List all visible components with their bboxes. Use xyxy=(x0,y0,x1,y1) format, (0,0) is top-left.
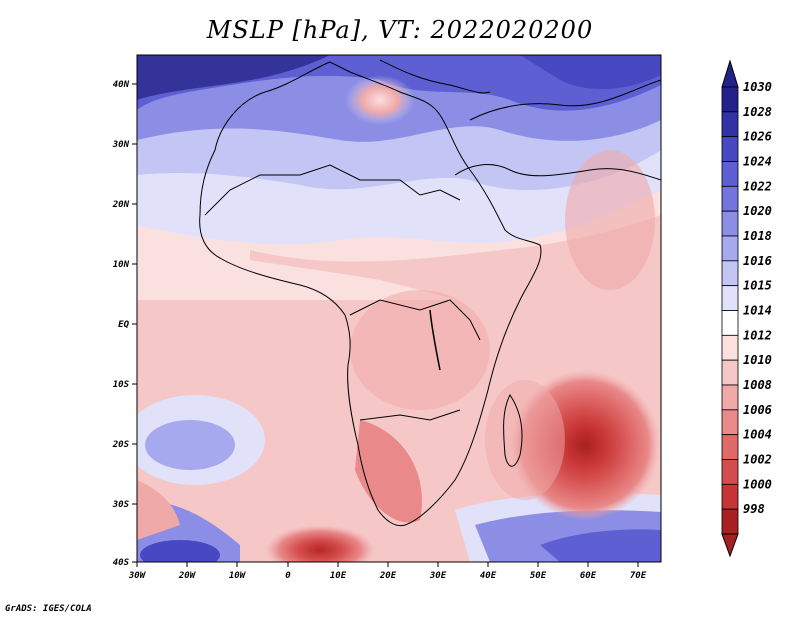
lat-tick-label: EQ xyxy=(118,320,129,330)
colorbar-swatch xyxy=(721,285,739,311)
colorbar-label: 1004 xyxy=(743,428,772,442)
coastlines xyxy=(199,59,661,527)
colorbar-swatch xyxy=(721,359,739,386)
colorbar-label: 1008 xyxy=(743,378,772,392)
colorbar-label: 1015 xyxy=(743,279,772,293)
colorbar-label: 1002 xyxy=(743,453,772,467)
colorbar-swatch xyxy=(721,210,739,237)
lat-tick-label: 40S xyxy=(113,558,130,568)
colorbar-label: 1028 xyxy=(743,105,772,119)
colorbar-label: 1024 xyxy=(743,155,772,169)
colorbar-swatch xyxy=(721,434,739,460)
colorbar-label: 1014 xyxy=(743,304,772,318)
map-frame xyxy=(136,54,662,563)
colorbar-swatch xyxy=(721,384,739,411)
colorbar-swatch xyxy=(721,235,739,262)
colorbar-swatch xyxy=(721,161,739,187)
colorbar-label: 1020 xyxy=(743,204,772,218)
colorbar-label: 1016 xyxy=(743,254,772,268)
lon-tick-label: 50E xyxy=(530,571,547,581)
madagascar-outline xyxy=(503,394,523,467)
lon-tick-label: 60E xyxy=(580,571,597,581)
colorbar-label: 1018 xyxy=(743,229,772,243)
colorbar-swatch xyxy=(721,334,739,361)
colorbar-label: 1026 xyxy=(743,130,772,144)
lat-tick-label: 10N xyxy=(113,260,130,270)
colorbar-swatch xyxy=(721,459,739,485)
colorbar-swatch xyxy=(721,111,739,138)
colorbar-label: 1000 xyxy=(743,477,772,491)
lon-tick-label: 0 xyxy=(285,571,291,581)
lon-tick-label: 10E xyxy=(330,571,347,581)
colorbar-swatch xyxy=(721,136,739,162)
colorbar-swatch xyxy=(721,483,739,510)
lat-tick-label: 30N xyxy=(112,140,130,150)
lon-tick-label: 30E xyxy=(429,571,447,581)
lat-tick-label: 20S xyxy=(112,440,130,450)
colorbar: 1030 1028 1026 1024 1022 1020 1018 1016 1015 1014… xyxy=(721,59,772,558)
lon-tick-label: 70E xyxy=(630,571,647,581)
lon-tick-label: 20E xyxy=(379,571,397,581)
colorbar-swatch xyxy=(721,508,739,535)
colorbar-label: 1030 xyxy=(743,80,772,94)
colorbar-label: 1006 xyxy=(743,403,772,417)
colorbar-label: 1010 xyxy=(743,353,772,367)
colorbar-arrow-bottom xyxy=(721,533,739,558)
lon-tick-label: 30W xyxy=(128,571,147,581)
credit-label: GrADS: IGES/COLA xyxy=(5,604,92,614)
chart-title: MSLP [hPa], VT: 2022020200 xyxy=(206,16,594,44)
lat-tick-label: 30S xyxy=(112,500,130,510)
colorbar-swatch xyxy=(721,409,739,436)
colorbar-swatch xyxy=(721,185,739,212)
lon-tick-label: 40E xyxy=(480,571,497,581)
colorbar-label: 1012 xyxy=(743,328,772,342)
lat-tick-label: 20N xyxy=(112,200,130,210)
lon-tick-label: 20W xyxy=(178,571,197,581)
colorbar-label: 998 xyxy=(743,502,765,516)
lat-tick-label: 10S xyxy=(113,380,130,390)
colorbar-arrow-top xyxy=(721,59,739,88)
lon-tick-label: 10W xyxy=(229,571,247,581)
colorbar-swatch xyxy=(721,310,739,336)
pressure-field xyxy=(137,55,661,562)
colorbar-swatch xyxy=(721,260,739,287)
lat-tick-label: 40N xyxy=(113,80,130,90)
colorbar-swatch xyxy=(721,86,739,113)
colorbar-label: 1022 xyxy=(743,179,772,193)
